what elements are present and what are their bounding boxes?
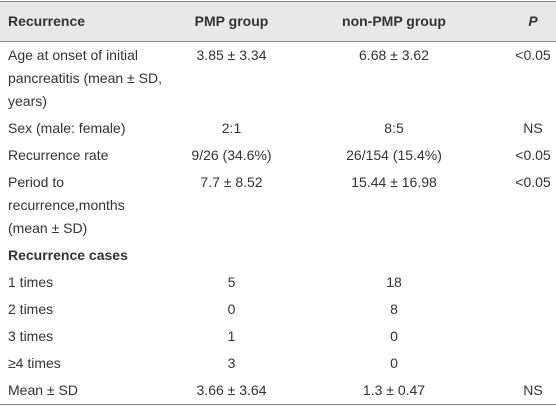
table-body: Age at onset of initial pancreatitis (me… [0,42,556,405]
cell-text: 8 [390,301,398,317]
header-cell: P [510,1,556,42]
cell-text: 0 [390,355,398,371]
cell-text: Age at onset of initial pancreatitis (me… [8,47,162,109]
table-row: 2 times 0 8 [0,296,556,323]
cell-text: 1 times [8,274,54,290]
table-row: Sex (male: female) 2:1 8:5 NS [0,115,556,142]
table-cell: 0 [185,296,278,323]
table-row: Mean ± SD 3.66 ± 3.64 1.3 ± 0.47 NS [0,377,556,405]
table-cell: 3 [185,350,278,377]
cell-text: <0.05 [515,47,551,63]
table-cell: 18 [278,269,510,296]
table-cell: 9/26 (34.6%) [185,142,278,169]
cell-text: 7.7 ± 8.52 [200,174,263,190]
header-row: Recurrence PMP group non-PMP group P [0,1,556,42]
cell-text: 9/26 (34.6%) [191,147,272,163]
cell-text: NS [523,382,543,398]
table-cell: NS [510,377,556,405]
cell-text: <0.05 [515,147,551,163]
cell-text: 3.85 ± 3.34 [196,47,267,63]
header-cell: Recurrence [0,1,185,42]
cell-text: <0.05 [515,174,551,190]
table-cell: 8:5 [278,115,510,142]
table-cell: <0.05 [510,142,556,169]
cell-text: Recurrence rate [8,147,109,163]
header-cell: PMP group [185,1,278,42]
table-cell: ≥4 times [0,350,185,377]
cell-text: NS [523,120,543,136]
table-cell: 2:1 [185,115,278,142]
cell-text: 5 [227,274,236,290]
cell-text: 2:1 [221,120,242,136]
cell-text: 3 times [8,328,54,344]
cell-text: 26/154 (15.4%) [346,147,442,163]
header-cell: non-PMP group [278,1,510,42]
table-cell: 3 times [0,323,185,350]
cell-text: ≥4 times [8,355,61,371]
table-cell: NS [510,115,556,142]
empty-cell [510,350,556,377]
table-cell: 3.85 ± 3.34 [185,42,278,116]
cell-text: 2 times [8,301,54,317]
table-row: Recurrence rate 9/26 (34.6%) 26/154 (15.4%… [0,142,556,169]
table-cell: 2 times [0,296,185,323]
table-cell: <0.05 [510,42,556,116]
section-label: Recurrence cases [0,242,556,269]
cell-text: 0 [227,301,236,317]
empty-cell [510,296,556,323]
table-cell: Period to recurrence,months (mean ± SD) [0,169,185,242]
table-cell: <0.05 [510,169,556,242]
table-cell: 8 [278,296,510,323]
cell-text: 18 [386,274,402,290]
section-row: Recurrence cases [0,242,556,269]
table-row: ≥4 times 3 0 [0,350,556,377]
table-row: 3 times 1 0 [0,323,556,350]
empty-cell [510,269,556,296]
table-row: Period to recurrence,months (mean ± SD) 7… [0,169,556,242]
cell-text: Sex (male: female) [8,120,126,136]
table-cell: 5 [185,269,278,296]
table-row: Age at onset of initial pancreatitis (me… [0,42,556,116]
empty-cell [510,323,556,350]
data-table: Recurrence PMP group non-PMP group P Age at… [0,1,556,405]
table-cell: Age at onset of initial pancreatitis (me… [0,42,185,116]
cell-text: 15.44 ± 16.98 [351,174,437,190]
cell-text: 6.68 ± 3.62 [359,47,429,63]
table-cell: 1 times [0,269,185,296]
table-cell: 0 [278,350,510,377]
table-cell: 1 [185,323,278,350]
table-cell: 3.66 ± 3.64 [185,377,278,405]
cell-text: Recurrence cases [8,247,128,263]
cell-text: 1 [227,328,236,344]
table-cell: Sex (male: female) [0,115,185,142]
table-cell: 15.44 ± 16.98 [278,169,510,242]
cell-text: Mean ± SD [8,382,78,398]
table-cell: Mean ± SD [0,377,185,405]
cell-text: 1.3 ± 0.47 [362,382,426,398]
cell-text: 3 [227,355,236,371]
cell-text: Period to recurrence,months (mean ± SD) [8,174,125,236]
cell-text: 3.66 ± 3.64 [196,382,267,398]
cell-text: 0 [390,328,398,344]
cell-text: 8:5 [384,120,404,136]
table-cell: 7.7 ± 8.52 [185,169,278,242]
table-cell: 1.3 ± 0.47 [278,377,510,405]
table-cell: 26/154 (15.4%) [278,142,510,169]
table-row: 1 times 5 18 [0,269,556,296]
table-cell: Recurrence rate [0,142,185,169]
table-cell: 0 [278,323,510,350]
table-cell: 6.68 ± 3.62 [278,42,510,116]
